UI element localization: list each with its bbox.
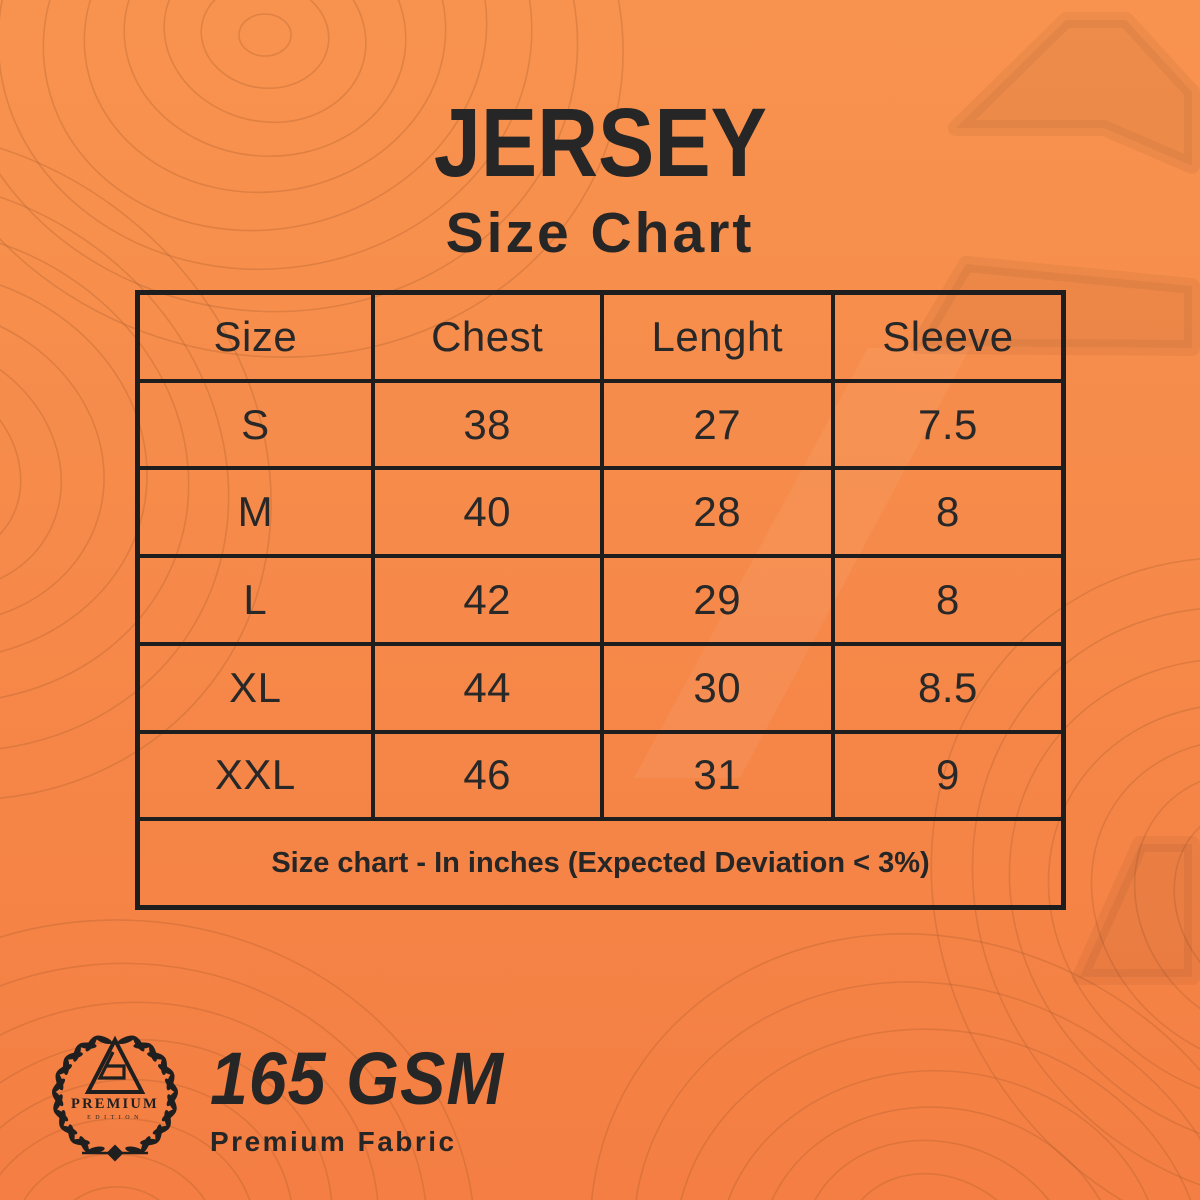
- triangle-monogram-icon: [84, 1035, 146, 1094]
- edition-label: EDITION: [87, 1115, 143, 1121]
- fabric-label: Premium Fabric: [210, 1126, 457, 1157]
- title-block: JERSEY Size Chart: [0, 0, 1200, 262]
- table-cell: 38: [372, 380, 602, 469]
- table-cell: 9: [832, 731, 1063, 820]
- table-footnote: Size chart - In inches (Expected Deviati…: [138, 819, 1063, 907]
- table-cell: S: [138, 380, 373, 469]
- wreath-diamond: [106, 1144, 124, 1162]
- table-cell: 28: [601, 468, 833, 557]
- table-cell: 30: [601, 643, 833, 732]
- fabric-weight: 165 GSM: [210, 1037, 505, 1120]
- page-subtitle: Size Chart: [445, 201, 755, 265]
- table-cell: 40: [372, 468, 602, 557]
- table-cell: 29: [601, 556, 833, 644]
- table-cell: 44: [372, 643, 602, 732]
- table-cell: XXL: [138, 731, 373, 820]
- table-cell: XL: [138, 643, 373, 732]
- table-header-sleeve: Sleeve: [832, 293, 1063, 381]
- size-chart-table: Size Chest Lenght Sleeve S 38 27 7.5 M 4…: [135, 290, 1066, 910]
- table-header-chest: Chest: [372, 293, 602, 381]
- brand-strip: PREMIUM EDITION 165 GSM Premium Fabric: [0, 1020, 1200, 1200]
- table-cell: 27: [601, 380, 833, 469]
- laurel-wreath-logo-icon: PREMIUM EDITION: [48, 1029, 182, 1162]
- table-cell: 8: [832, 556, 1063, 644]
- page-title: JERSEY: [433, 88, 767, 197]
- table-header-length: Lenght: [601, 293, 833, 381]
- premium-label: PREMIUM: [71, 1096, 159, 1112]
- table-cell: L: [138, 556, 373, 644]
- table-cell: 7.5: [832, 380, 1063, 469]
- table-header-size: Size: [138, 293, 373, 381]
- table-cell: 42: [372, 556, 602, 644]
- table-cell: 46: [372, 731, 602, 820]
- table-cell: 8.5: [832, 643, 1063, 732]
- table-cell: M: [138, 468, 373, 557]
- table-cell: 8: [832, 468, 1063, 557]
- table-cell: 31: [601, 731, 833, 820]
